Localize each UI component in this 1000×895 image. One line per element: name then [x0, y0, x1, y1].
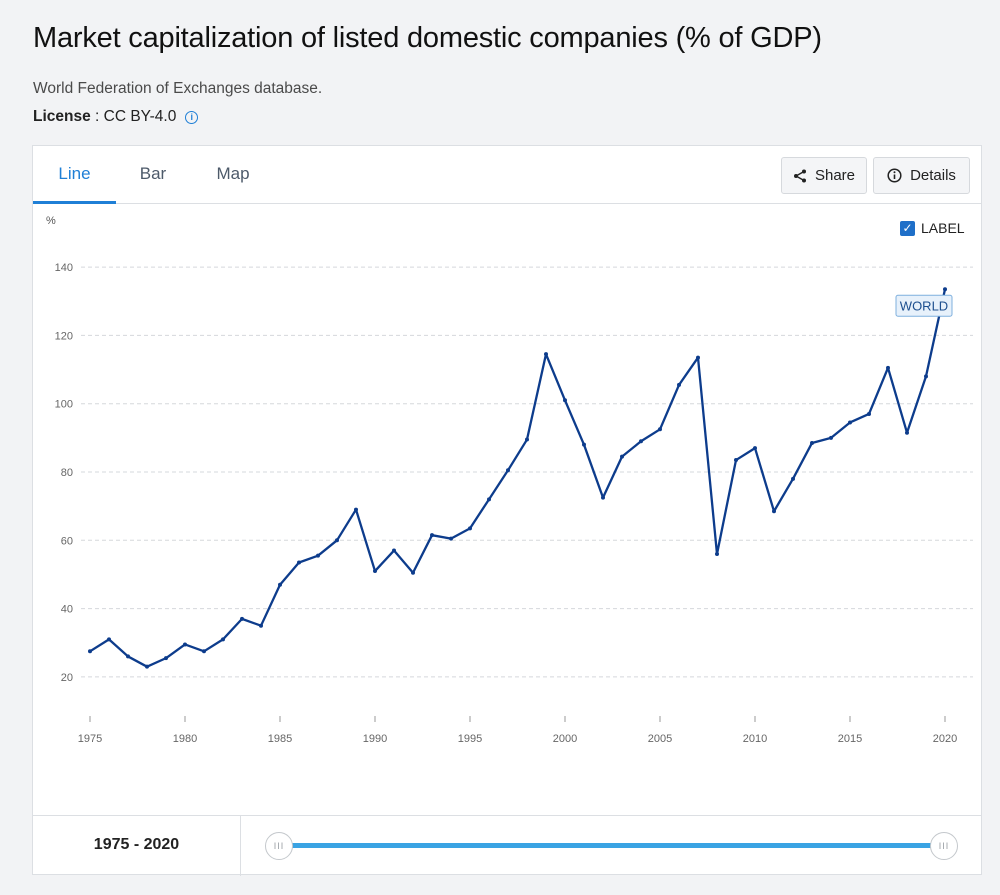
data-point: [563, 398, 567, 403]
label-toggle-text: LABEL: [921, 220, 965, 236]
data-point: [696, 355, 700, 360]
data-point: [905, 430, 909, 435]
data-point: [848, 420, 852, 425]
details-button[interactable]: Details: [873, 157, 970, 194]
range-slider-track[interactable]: [279, 843, 944, 848]
chart-card: Line Bar Map Share Details ✓ LABEL % 20 40…: [32, 145, 982, 876]
data-point: [354, 507, 358, 512]
range-footer: 1975 - 2020 III III: [33, 815, 981, 876]
x-tick-label: 2010: [743, 733, 767, 745]
data-point: [620, 454, 624, 459]
y-tick-label: 120: [55, 330, 73, 342]
x-tick-label: 1995: [458, 733, 482, 745]
tab-map[interactable]: Map: [216, 164, 250, 183]
info-icon[interactable]: i: [185, 110, 199, 124]
data-point: [373, 569, 377, 574]
data-point: [715, 551, 719, 556]
data-point: [316, 553, 320, 558]
data-point: [943, 287, 947, 292]
data-point: [487, 497, 491, 502]
y-tick-label: 20: [61, 672, 73, 684]
tab-bar[interactable]: Bar: [139, 164, 167, 183]
y-tick-label: 60: [61, 535, 73, 547]
range-end-handle[interactable]: III: [930, 832, 958, 860]
license-value: : CC BY-4.0: [90, 108, 177, 125]
data-point: [240, 616, 244, 621]
x-tick-label: 1975: [78, 733, 102, 745]
data-point: [278, 582, 282, 587]
x-tick-label: 2015: [838, 733, 862, 745]
share-label: Share: [814, 167, 856, 184]
tab-line[interactable]: Line: [33, 146, 116, 204]
data-point: [297, 560, 301, 565]
data-point: [810, 440, 814, 445]
data-point: [601, 495, 605, 500]
series-line-world: [89, 289, 947, 668]
data-point: [335, 538, 339, 543]
data-point: [924, 374, 928, 379]
details-label: Details: [910, 167, 956, 184]
data-point: [772, 509, 776, 514]
data-point: [829, 435, 833, 440]
data-point: [753, 446, 757, 451]
data-point: [107, 637, 111, 642]
y-tick-label: 140: [55, 262, 73, 274]
series-end-label-box: [895, 294, 953, 317]
data-point: [734, 458, 738, 463]
data-point: [430, 533, 434, 538]
data-point: [126, 654, 130, 659]
x-tick-label: 1980: [173, 733, 197, 745]
data-point: [867, 411, 871, 416]
data-point: [88, 649, 92, 654]
data-point: [164, 656, 168, 661]
series-end-label: WORLD: [900, 298, 948, 313]
label-toggle[interactable]: ✓ LABEL: [900, 220, 965, 236]
data-point: [886, 365, 890, 370]
data-point: [544, 352, 548, 357]
data-point: [259, 623, 263, 628]
data-point: [582, 442, 586, 447]
data-point: [468, 526, 472, 531]
share-button[interactable]: Share: [781, 157, 867, 194]
data-point: [411, 570, 415, 575]
share-icon: [793, 169, 806, 182]
x-tick-label: 2020: [933, 733, 957, 745]
data-point: [183, 642, 187, 647]
data-point: [221, 637, 225, 642]
x-tick-label: 1990: [363, 733, 387, 745]
data-point: [145, 664, 149, 669]
data-point: [791, 476, 795, 481]
y-tick-label: 40: [61, 604, 73, 616]
info-circle-icon: [887, 168, 902, 183]
data-point: [525, 437, 529, 442]
data-point: [202, 649, 206, 654]
license-label: License: [33, 108, 91, 125]
line-chart: % 20 40 60 80 100 120 140 1975 1980 1985 1990 1995 20…: [46, 215, 973, 745]
data-point: [506, 468, 510, 473]
y-tick-label: 100: [55, 399, 73, 411]
data-point: [639, 439, 643, 444]
range-start-handle[interactable]: III: [265, 832, 293, 860]
x-tick-label: 2000: [553, 733, 577, 745]
y-tick-label: 80: [61, 467, 73, 479]
data-point: [392, 548, 396, 553]
data-point: [677, 382, 681, 387]
data-point: [449, 536, 453, 541]
x-tick-label: 1985: [268, 733, 292, 745]
checkbox-checked-icon[interactable]: ✓: [900, 220, 915, 236]
data-point: [658, 427, 662, 432]
y-axis-unit-label: %: [46, 215, 56, 227]
source-text: World Federation of Exchanges database.: [33, 80, 323, 97]
page-title: Market capitalization of listed domestic…: [33, 22, 822, 54]
x-tick-label: 2005: [648, 733, 672, 745]
license: License : CC BY-4.0 i: [33, 108, 199, 126]
chart-tabs: Line Bar Map Share Details: [33, 146, 981, 204]
year-range-label: 1975 - 2020: [33, 816, 241, 876]
